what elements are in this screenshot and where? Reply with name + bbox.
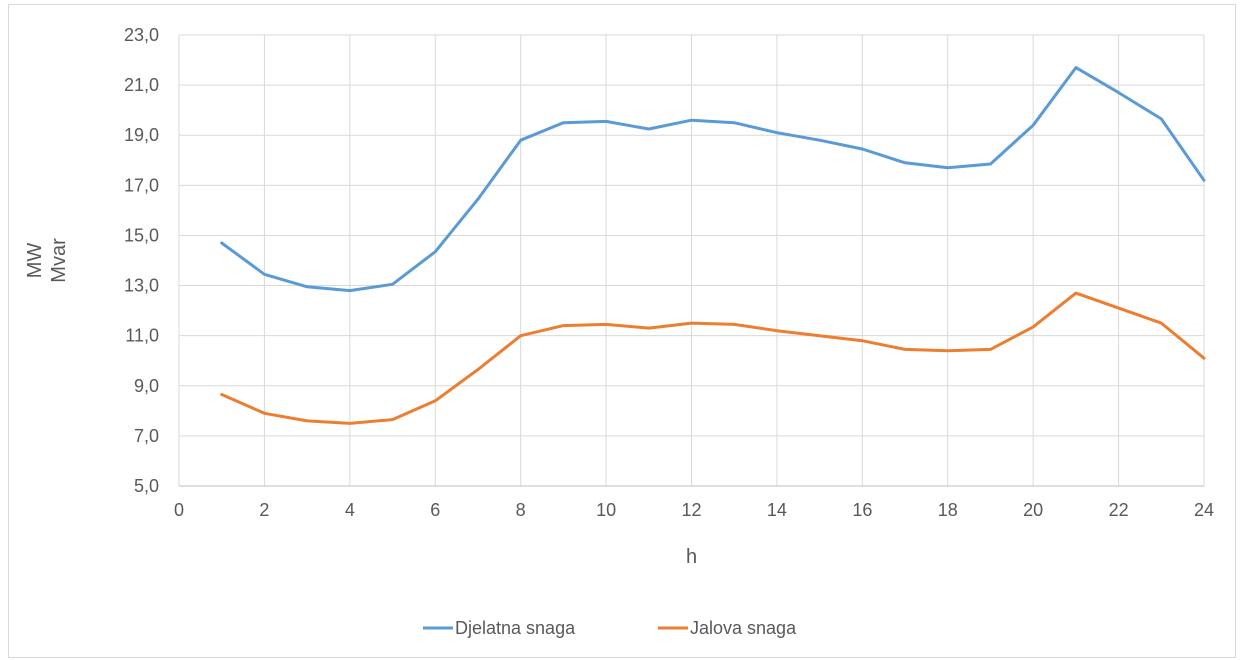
tick-labels: 5,07,09,011,013,015,017,019,021,023,00 2 4… [124,25,1214,520]
y-tick-label: 7,0 [134,426,159,446]
y-axis-title: MW Mvar [24,238,70,283]
x-tick-label: 12 [681,500,701,520]
y-tick-label: 15,0 [124,225,159,245]
series-line-1 [220,291,1206,425]
axes [178,35,1204,487]
y-tick-label: 23,0 [124,25,159,45]
x-tick-label: 20 [1023,500,1043,520]
x-tick-label: 10 [596,500,616,520]
x-tick-label: 4 [345,500,355,520]
x-tick-label: 14 [767,500,787,520]
x-tick-label: 18 [938,500,958,520]
x-tick-label: 2 [259,500,269,520]
x-axis-title: h [686,546,697,568]
legend-label-djelatna-snaga: Djelatna snaga [455,618,576,638]
legend-label-jalova-snaga: Jalova snaga [690,618,797,638]
x-tick-label: 8 [516,500,526,520]
y-tick-label: 17,0 [124,175,159,195]
x-tick-label: 6 [430,500,440,520]
x-tick-label: 24 [1194,500,1214,520]
y-tick-label: 11,0 [125,326,159,346]
y-tick-label: 21,0 [124,75,159,95]
y-tick-label: 13,0 [124,276,159,296]
y-axis-title-line-1: MW [24,243,46,279]
x-tick-label: 0 [174,500,184,520]
y-tick-label: 19,0 [124,125,159,145]
chart-frame [8,4,1236,658]
x-tick-label: 16 [852,500,872,520]
y-tick-label: 9,0 [134,376,159,396]
y-tick-label: 5,0 [134,476,159,496]
series-lines [220,66,1206,425]
series-line-0 [220,66,1206,293]
grid-lines [179,34,1205,486]
legend: Djelatna snaga Jalova snaga [423,618,797,638]
x-tick-label: 22 [1109,500,1129,520]
y-axis-title-line-2: Mvar [48,238,70,283]
